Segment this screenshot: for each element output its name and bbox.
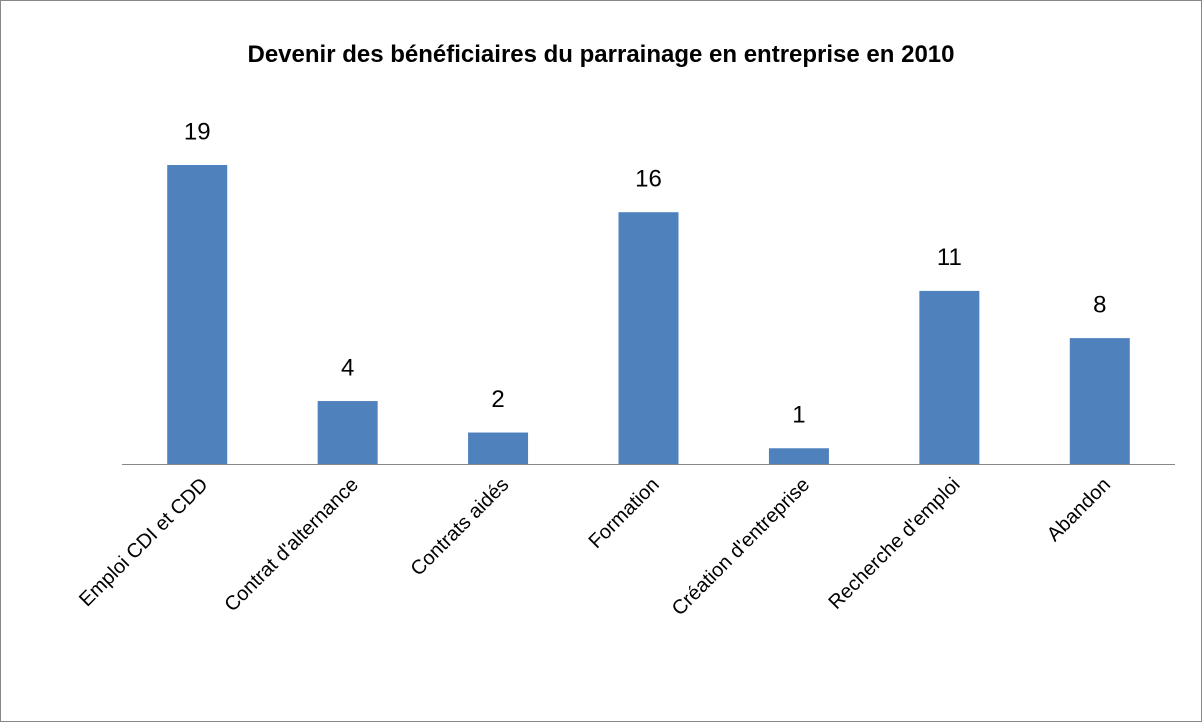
data-label: 8 <box>1093 291 1106 318</box>
bar <box>1069 338 1130 464</box>
x-tick-label: Création d'entreprise <box>668 474 814 620</box>
bar <box>919 290 980 464</box>
chart-title: Devenir des bénéficiaires du parrainage … <box>247 41 955 68</box>
bar <box>167 165 228 464</box>
x-tick-label: Recherche d'emploi <box>825 474 965 614</box>
data-label: 1 <box>792 402 805 429</box>
data-label: 16 <box>635 166 662 193</box>
data-label: 11 <box>937 244 962 271</box>
data-label: 19 <box>184 118 211 145</box>
bar <box>468 432 529 464</box>
x-tick-label: Emploi CDI et CDD <box>75 474 212 611</box>
x-tick-label: Contrats aidés <box>407 474 514 581</box>
x-tick-label: Formation <box>585 474 664 553</box>
bar <box>618 212 679 464</box>
x-tick-label: Abandon <box>1043 474 1115 546</box>
data-label: 4 <box>341 354 354 381</box>
bar <box>317 401 378 464</box>
data-label: 2 <box>491 386 504 413</box>
bar <box>768 448 829 464</box>
x-tick-label: Contrat d'alternance <box>220 474 362 616</box>
